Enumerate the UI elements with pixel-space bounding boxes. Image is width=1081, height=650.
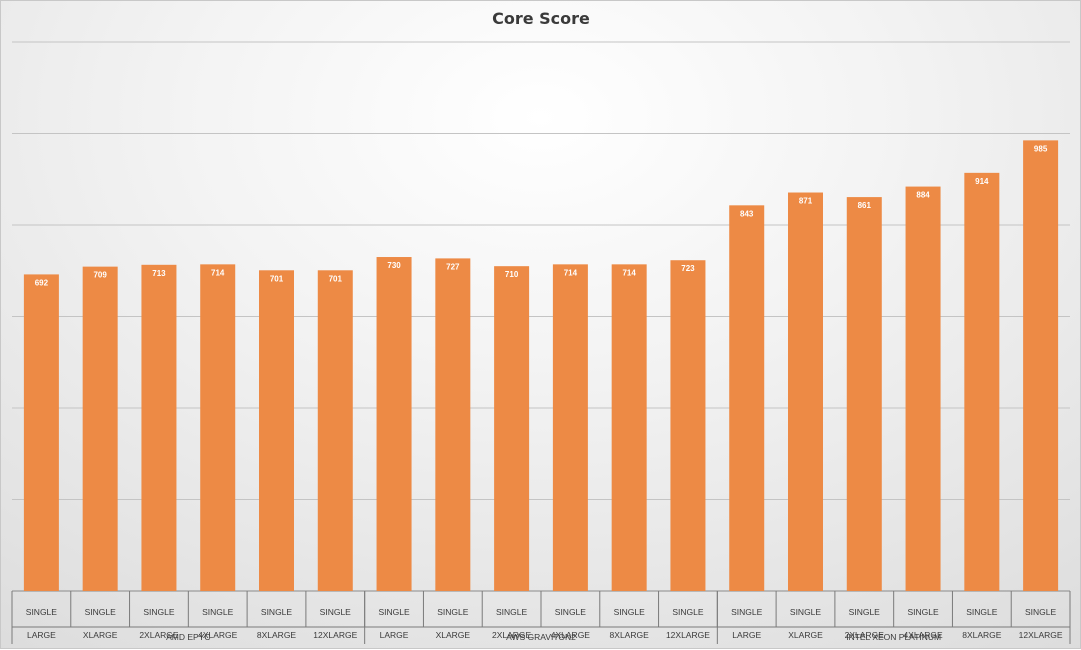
data-label: 714: [211, 268, 225, 277]
data-label: 985: [1034, 144, 1048, 153]
tick-label: SINGLE: [907, 607, 939, 617]
data-label: 727: [446, 262, 460, 271]
bar: [611, 264, 647, 591]
tick-label: XLARGE: [83, 630, 118, 640]
tick-label: LARGE: [732, 630, 761, 640]
tick-label: 12XLARGE: [666, 630, 710, 640]
tick-label: SINGLE: [672, 607, 704, 617]
data-label: 714: [564, 268, 578, 277]
tick-label: 4XLARGE: [903, 630, 943, 640]
tick-label: SINGLE: [731, 607, 763, 617]
tick-label: SINGLE: [496, 607, 528, 617]
bar: [729, 205, 765, 591]
tick-label: SINGLE: [85, 607, 117, 617]
data-label: 701: [270, 274, 284, 283]
bar: [376, 257, 412, 591]
bar: [82, 266, 118, 591]
tick-label: 2XLARGE: [845, 630, 885, 640]
group-label: INTEL XEON PLATINUM: [846, 632, 941, 642]
bar: [200, 264, 236, 591]
tick-label: LARGE: [380, 630, 409, 640]
tick-label: SINGLE: [966, 607, 998, 617]
data-label: 730: [387, 261, 401, 270]
tick-label: SINGLE: [320, 607, 352, 617]
tick-label: XLARGE: [788, 630, 823, 640]
bar: [1023, 140, 1059, 592]
group-label: AWS GRAVITON2: [506, 632, 576, 642]
data-label: 861: [858, 201, 872, 210]
tick-label: 2XLARGE: [139, 630, 179, 640]
bar: [259, 270, 294, 591]
bar: [435, 258, 471, 591]
tick-label: SINGLE: [26, 607, 58, 617]
tick-label: SINGLE: [378, 607, 410, 617]
data-label: 709: [93, 271, 107, 280]
data-label: 714: [622, 268, 636, 277]
group-label: AMD EPYC: [166, 632, 210, 642]
data-label: 843: [740, 209, 754, 218]
data-label: 692: [35, 278, 49, 287]
bar: [23, 274, 59, 591]
tick-label: 8XLARGE: [610, 630, 650, 640]
tick-label: 8XLARGE: [962, 630, 1002, 640]
bar: [552, 264, 588, 591]
bar: [141, 264, 177, 591]
bar: [788, 192, 823, 591]
tick-label: 8XLARGE: [257, 630, 297, 640]
chart-title: Core Score: [492, 9, 590, 28]
tick-label: SINGLE: [143, 607, 175, 617]
data-label: 723: [681, 264, 695, 273]
tick-label: SINGLE: [202, 607, 234, 617]
tick-label: SINGLE: [1025, 607, 1057, 617]
bar: [317, 270, 353, 591]
tick-label: SINGLE: [555, 607, 587, 617]
bar: [494, 266, 530, 591]
tick-label: SINGLE: [849, 607, 881, 617]
tick-label: SINGLE: [614, 607, 646, 617]
data-label: 871: [799, 197, 813, 206]
tick-label: 2XLARGE: [492, 630, 532, 640]
tick-label: LARGE: [27, 630, 56, 640]
data-label: 710: [505, 270, 519, 279]
tick-label: SINGLE: [790, 607, 822, 617]
data-label: 701: [329, 274, 343, 283]
data-label: 713: [152, 269, 166, 278]
tick-label: SINGLE: [437, 607, 469, 617]
bar: [905, 186, 941, 591]
data-label: 884: [916, 191, 930, 200]
tick-label: 4XLARGE: [551, 630, 591, 640]
bar: [670, 260, 706, 591]
bar: [846, 197, 882, 591]
data-label: 914: [975, 177, 989, 186]
tick-label: 4XLARGE: [198, 630, 238, 640]
category-axis: SINGLE LARGE SINGLE XLARGE SINGLE 2XLARGE SING…: [11, 591, 1071, 644]
bar-series: 692 709 713 714 701 701 730 727 710 714 714 723 843 8…: [23, 140, 1059, 592]
tick-label: SINGLE: [261, 607, 293, 617]
bar: [964, 172, 1000, 591]
tick-label: 12XLARGE: [313, 630, 357, 640]
tick-label: XLARGE: [436, 630, 471, 640]
tick-label: 12XLARGE: [1019, 630, 1063, 640]
